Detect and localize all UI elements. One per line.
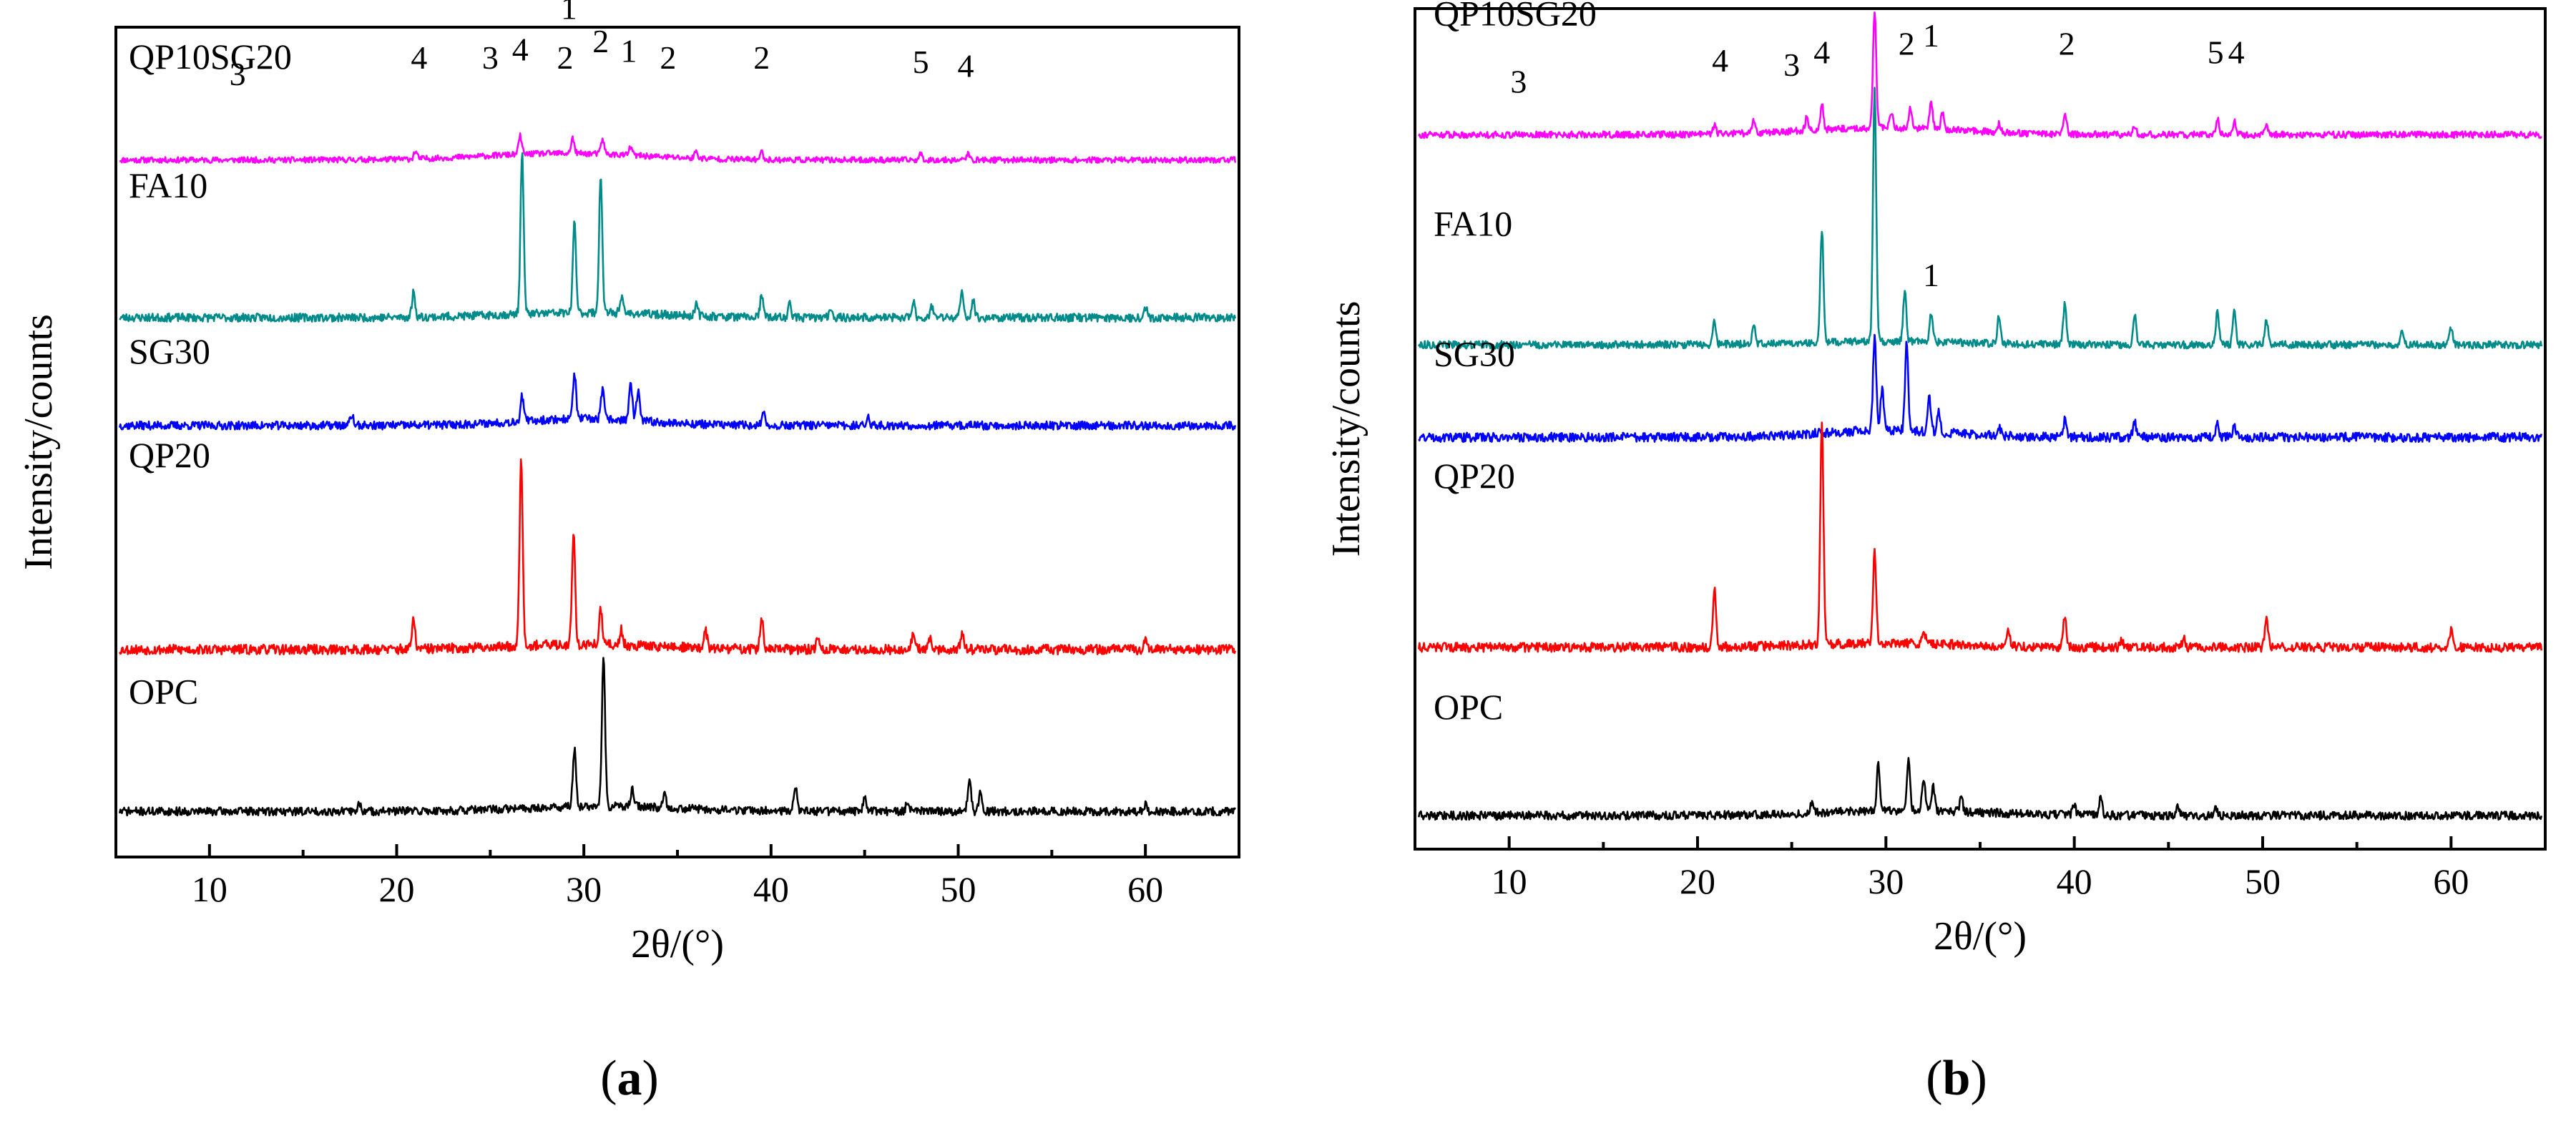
peak-label: 5 — [913, 44, 929, 80]
peak-label: 4 — [512, 31, 529, 67]
peak-label: 2 — [2059, 26, 2075, 62]
series-label-qp20: QP20 — [1434, 456, 1515, 496]
x-tick-label: 30 — [566, 869, 602, 909]
series-label-fa10: FA10 — [1434, 203, 1512, 243]
peak-label: 1 — [561, 0, 577, 26]
panel-label: (b) — [1926, 1051, 1987, 1106]
x-tick-label: 30 — [1868, 861, 1904, 901]
series-label-opc: OPC — [1434, 687, 1503, 727]
panel-b: QP10SG20 FA10 SG30 QP20 OPC 10 20 30 40 50 60 2θ/(°… — [1324, 0, 2547, 1106]
x-tick-label: 20 — [379, 869, 415, 909]
trace-qp20 — [119, 458, 1237, 656]
panel-label-close: ) — [1970, 1051, 1987, 1106]
panel-label: (a) — [600, 1051, 659, 1106]
y-axis-label: Intensity/counts — [1324, 301, 1368, 557]
peak-label: 1 — [620, 33, 637, 69]
panel-label-letter: a — [617, 1051, 642, 1106]
trace-fa10 — [1418, 87, 2542, 350]
peak-label: 3 — [1783, 46, 1800, 83]
x-tick-label: 10 — [1492, 861, 1527, 901]
trace-fa10 — [119, 152, 1237, 323]
trace-opc — [118, 657, 1236, 817]
trace-opc — [1418, 757, 2542, 821]
peak-label: 5 — [2208, 34, 2224, 70]
series-label-qp10sg20: QP10SG20 — [129, 36, 292, 77]
peak-label: 2 — [753, 39, 770, 76]
peak-label: 2 — [660, 39, 676, 76]
plot-frame — [114, 26, 1240, 858]
peak-label: 4 — [1813, 34, 1830, 70]
x-tick-label: 40 — [753, 869, 789, 909]
panel-label-open: ( — [600, 1051, 617, 1106]
x-tick-label: 20 — [1680, 861, 1715, 901]
peak-label: 1 — [1923, 17, 1939, 54]
series-label-sg30: SG30 — [129, 331, 210, 371]
panel-label-letter: b — [1943, 1051, 1971, 1106]
x-tick-label: 50 — [2245, 861, 2281, 901]
panel-label-close: ) — [642, 1051, 659, 1106]
x-tick-label: 40 — [2057, 861, 2092, 901]
x-tick-label: 10 — [192, 869, 227, 909]
peak-label: 2 — [1899, 26, 1915, 62]
series-label-sg30: SG30 — [1434, 333, 1515, 373]
x-tick-label: 60 — [2433, 861, 2469, 901]
trace-sg30 — [118, 372, 1237, 431]
trace-sg30 — [1418, 333, 2542, 444]
x-tick-label: 50 — [941, 869, 976, 909]
peak-label: 4 — [957, 48, 974, 84]
series-label-fa10: FA10 — [129, 165, 207, 205]
y-axis-label: Intensity/counts — [16, 314, 61, 570]
panel-a: QP10SG20 FA10 SG30 QP20 OPC 10 20 30 40 50 60 2θ/(°… — [16, 0, 1240, 1106]
x-axis-label: 2θ/(°) — [1934, 914, 2027, 959]
x-tick-label: 60 — [1127, 869, 1163, 909]
series-label-qp20: QP20 — [129, 435, 210, 475]
trace-qp10sg20 — [119, 132, 1237, 164]
peak-label: 2 — [592, 23, 609, 59]
x-axis-label: 2θ/(°) — [631, 922, 724, 966]
peak-label: 3 — [482, 39, 499, 76]
peak-label: 4 — [2228, 34, 2245, 70]
peak-label: 3 — [230, 56, 246, 92]
trace-qp20 — [1418, 421, 2542, 653]
series-label-opc: OPC — [129, 671, 198, 711]
peak-label: 3 — [1510, 64, 1527, 100]
peak-label: 2 — [557, 39, 574, 76]
trace-qp10sg20 — [1418, 11, 2542, 139]
peak-label: 4 — [411, 39, 427, 76]
panel-label-open: ( — [1926, 1051, 1942, 1106]
series-label-qp10sg20: QP10SG20 — [1434, 0, 1597, 34]
peak-label: 1 — [1923, 257, 1939, 293]
peak-label: 4 — [1712, 42, 1728, 79]
